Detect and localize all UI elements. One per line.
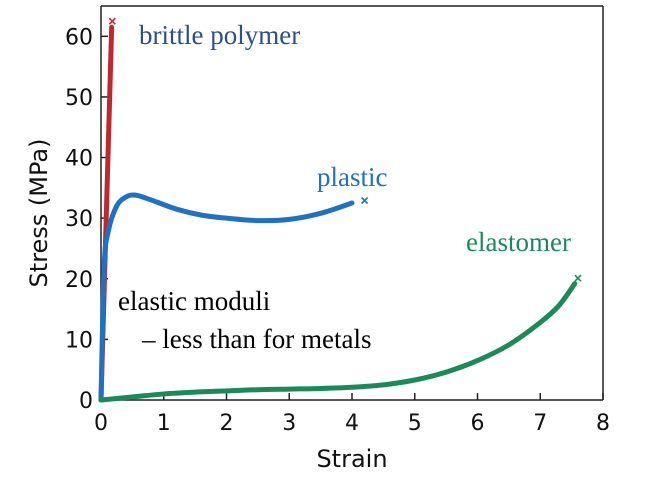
- x-tick-label: 6: [471, 411, 485, 436]
- series-label-plastic: plastic: [317, 162, 387, 192]
- series-layer: [98, 17, 582, 403]
- y-tick-label: 10: [65, 328, 93, 353]
- y-tick-label: 50: [65, 86, 93, 111]
- x-tick-label: 1: [157, 411, 171, 436]
- x-axis-label: Strain: [316, 445, 387, 473]
- x-tick-label: 2: [220, 411, 234, 436]
- x-tick-label: 5: [408, 411, 422, 436]
- failure-marker-elastomer: [574, 274, 582, 282]
- x-tick-label: 3: [282, 411, 296, 436]
- series-label-elastomer: elastomer: [466, 227, 571, 257]
- failure-marker-plastic: [360, 197, 369, 205]
- axis-ticks: 0 1 2 3 4 5 6 7 8 0 10 20 30 40 50 60: [65, 25, 610, 436]
- series-line-elastomer: [98, 281, 578, 403]
- x-tick-label: 0: [94, 411, 108, 436]
- x-tick-label: 8: [596, 411, 610, 436]
- annotation-less-than-metals: – less than for metals: [141, 324, 371, 354]
- y-tick-label: 0: [79, 389, 93, 414]
- y-tick-label: 20: [65, 268, 93, 293]
- y-tick-label: 40: [65, 147, 93, 172]
- x-tick-label: 4: [345, 411, 359, 436]
- series-line-plastic: [98, 192, 355, 403]
- y-axis-label: Stress (MPa): [25, 139, 53, 288]
- failure-marker-brittle-polymer: [108, 17, 116, 25]
- annotation-elastic-moduli: elastic moduli: [118, 286, 270, 316]
- y-tick-label: 60: [65, 25, 93, 50]
- y-tick-label: 30: [65, 207, 93, 232]
- x-tick-label: 7: [533, 411, 547, 436]
- series-label-brittle-polymer: brittle polymer: [139, 20, 300, 50]
